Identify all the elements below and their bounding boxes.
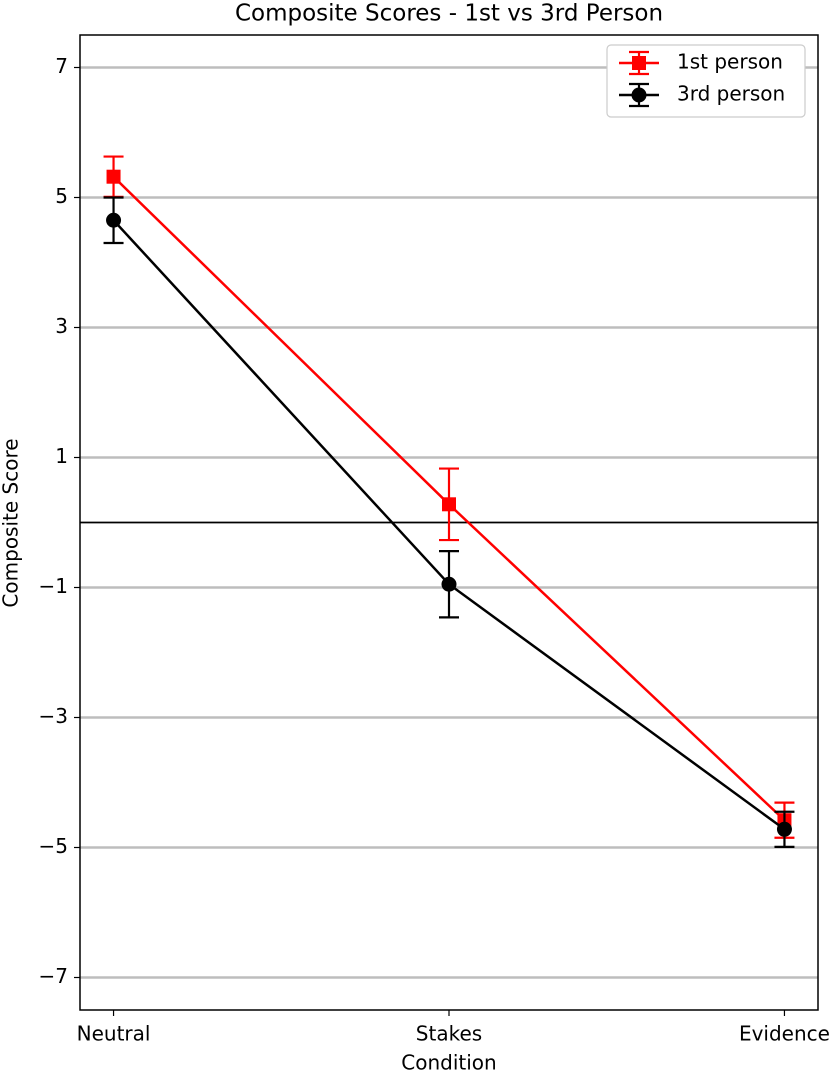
legend-label: 3rd person: [677, 82, 785, 106]
y-tick-label: −1: [39, 574, 68, 598]
y-tick-label: 3: [55, 314, 68, 338]
marker: [106, 169, 121, 184]
y-tick-label: 7: [55, 54, 68, 78]
x-tick-label: Neutral: [77, 1022, 151, 1046]
x-axis-label: Condition: [401, 1051, 496, 1075]
marker: [442, 497, 456, 512]
y-tick-label: 5: [55, 184, 68, 208]
legend: 1st person 3rd person: [606, 44, 806, 118]
y-axis-label: Composite Score: [0, 438, 23, 607]
y-tick-label: −3: [39, 704, 68, 728]
chart-title: Composite Scores - 1st vs 3rd Person: [235, 1, 663, 27]
axes-frame: [79, 34, 819, 1011]
y-tick-label: −7: [39, 964, 68, 988]
marker: [106, 212, 122, 228]
marker: [776, 821, 792, 837]
x-tick-label: Stakes: [416, 1022, 482, 1046]
x-tick-label: Evidence: [739, 1022, 830, 1046]
y-tick-label: −5: [39, 834, 68, 858]
y-tick-label: 1: [55, 444, 68, 468]
marker: [632, 56, 646, 70]
legend-label: 1st person: [677, 50, 783, 74]
marker: [441, 576, 457, 592]
marker: [631, 87, 647, 103]
